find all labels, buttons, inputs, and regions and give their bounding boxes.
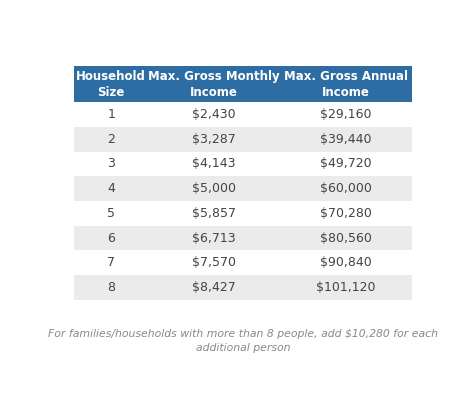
Text: $5,000: $5,000 (192, 182, 236, 195)
Bar (74, 102, 148, 127)
Bar (280, 127, 412, 151)
Bar (148, 66, 280, 102)
Text: Max. Gross Monthly
Income: Max. Gross Monthly Income (148, 69, 280, 99)
Bar (74, 151, 148, 176)
Bar (74, 66, 148, 102)
Text: $60,000: $60,000 (320, 182, 372, 195)
Bar (74, 225, 148, 250)
Text: $29,160: $29,160 (320, 108, 372, 121)
Text: 5: 5 (107, 207, 115, 220)
Text: 6: 6 (107, 232, 115, 245)
Text: $101,120: $101,120 (316, 281, 376, 294)
Bar (280, 275, 412, 300)
Text: $39,440: $39,440 (320, 133, 372, 146)
Text: $5,857: $5,857 (192, 207, 236, 220)
Bar (280, 66, 412, 102)
Bar (74, 127, 148, 151)
Bar (280, 176, 412, 201)
Bar (148, 102, 280, 127)
Bar (148, 225, 280, 250)
Text: $4,143: $4,143 (192, 157, 236, 171)
Text: 4: 4 (107, 182, 115, 195)
Bar (280, 250, 412, 275)
Bar (148, 275, 280, 300)
Text: $8,427: $8,427 (192, 281, 236, 294)
Text: $80,560: $80,560 (320, 232, 372, 245)
Bar (148, 201, 280, 225)
Text: 8: 8 (107, 281, 115, 294)
Text: $7,570: $7,570 (192, 256, 236, 269)
Bar (280, 102, 412, 127)
Text: $49,720: $49,720 (320, 157, 372, 171)
Text: Household
Size: Household Size (76, 69, 146, 99)
Bar (74, 250, 148, 275)
Bar (74, 201, 148, 225)
Bar (148, 151, 280, 176)
Text: $70,280: $70,280 (320, 207, 372, 220)
Text: 3: 3 (107, 157, 115, 171)
Bar (74, 176, 148, 201)
Text: $90,840: $90,840 (320, 256, 372, 269)
Bar (148, 250, 280, 275)
Text: 7: 7 (107, 256, 115, 269)
Bar (280, 151, 412, 176)
Text: $3,287: $3,287 (192, 133, 236, 146)
Text: $2,430: $2,430 (192, 108, 236, 121)
Text: 1: 1 (107, 108, 115, 121)
Bar (280, 201, 412, 225)
Text: For families/households with more than 8 people, add $10,280 for each
additional: For families/households with more than 8… (48, 329, 438, 354)
Text: Max. Gross Annual
Income: Max. Gross Annual Income (284, 69, 408, 99)
Bar (74, 275, 148, 300)
Text: $6,713: $6,713 (192, 232, 236, 245)
Bar (280, 225, 412, 250)
Bar (148, 176, 280, 201)
Text: 2: 2 (107, 133, 115, 146)
Bar (148, 127, 280, 151)
